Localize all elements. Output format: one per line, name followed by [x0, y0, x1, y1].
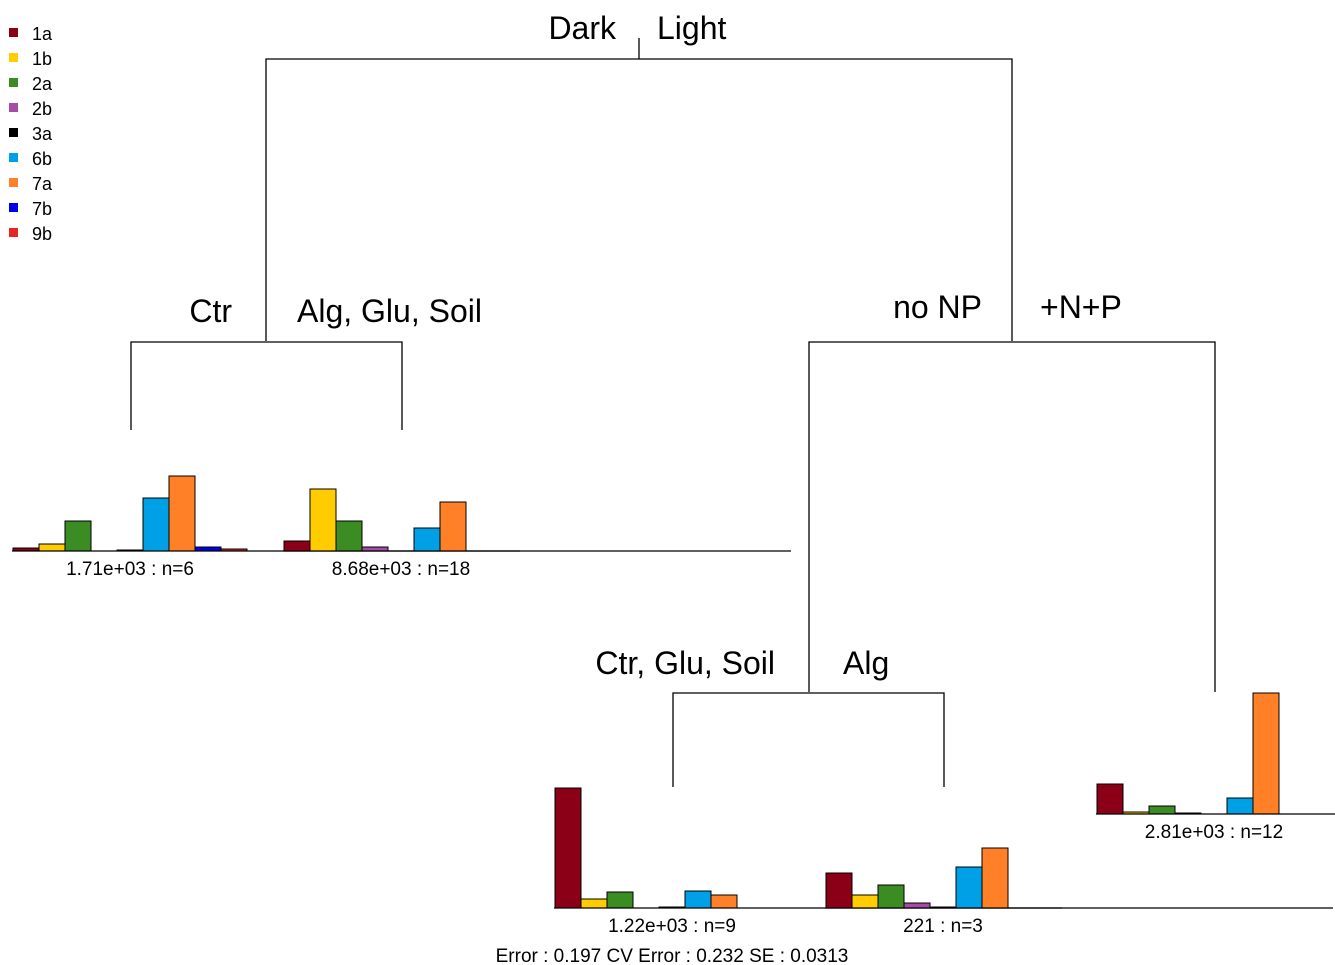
leaf-light-nonp-ctr-glu-soil-bar-1a [554, 787, 582, 909]
legend-swatch-3a [9, 128, 18, 137]
leaf-light-nonp-ctr-glu-soil-label: 1.22e+03 : n=9 [608, 916, 736, 937]
leaf-light-nonp-ctr-glu-soil-bar-2a [606, 891, 634, 909]
legend-swatch-7b [9, 203, 18, 212]
leaf-light-nonp-alg: 221 : n=3 [825, 847, 1333, 937]
legend-label-6b: 6b [32, 149, 52, 169]
split-label-alg-glu-soil: Alg, Glu, Soil [297, 293, 482, 329]
legend-label-7a: 7a [32, 174, 53, 194]
leaf-dark-alg-glu-soil-bar-2a [335, 520, 363, 552]
leaf-light-nonp-ctr-glu-soil: 1.22e+03 : n=9 [554, 787, 1062, 937]
legend-label-3a: 3a [32, 124, 53, 144]
leaf-light-np-bar-6b [1226, 797, 1254, 815]
leaf-dark-ctr-label: 1.71e+03 : n=6 [66, 559, 194, 580]
tree-branches [130, 38, 1216, 787]
leaf-dark-alg-glu-soil-bar-1b [309, 488, 337, 552]
legend-label-7b: 7b [32, 199, 52, 219]
split-label-ctr: Ctr [189, 293, 232, 329]
legend-swatch-1b [9, 53, 18, 62]
legend-label-1b: 1b [32, 49, 52, 69]
leaf-charts: 1.71e+03 : n=6 8.68e+03 : n=18 1.22e+03 : … [12, 475, 1335, 937]
leaf-dark-alg-glu-soil-bar-6b [413, 527, 441, 552]
leaf-light-nonp-alg-bar-1a [825, 872, 853, 909]
leaf-light-np: 2.81e+03 : n=12 [1096, 692, 1335, 843]
leaf-light-np-label: 2.81e+03 : n=12 [1145, 822, 1283, 843]
leaf-light-np-bar-1a [1096, 783, 1124, 815]
leaf-light-nonp-alg-bar-2a [877, 884, 905, 909]
leaf-dark-alg-glu-soil: 8.68e+03 : n=18 [283, 488, 791, 580]
legend-swatch-2b [9, 103, 18, 112]
leaf-light-nonp-alg-bar-1b [851, 894, 879, 909]
leaf-light-nonp-alg-bar-7a [981, 847, 1009, 909]
legend-swatch-7a [9, 178, 18, 187]
leaf-light-nonp-ctr-glu-soil-bar-6b [684, 890, 712, 909]
dark-split-branch [130, 341, 403, 430]
leaf-light-nonp-ctr-glu-soil-bar-7a [710, 894, 738, 909]
leaf-dark-alg-glu-soil-bar-7a [439, 501, 467, 552]
error-summary: Error : 0.197 CV Error : 0.232 SE : 0.03… [496, 946, 849, 965]
split-label-alg: Alg [843, 645, 889, 681]
legend: 1a 1b 2a 2b 3a 6b 7a 7b 9b [9, 24, 53, 244]
leaf-dark-alg-glu-soil-label: 8.68e+03 : n=18 [332, 559, 470, 580]
leaf-dark-ctr-bar-7a [168, 475, 196, 552]
leaf-light-nonp-ctr-glu-soil-bar-1b [580, 898, 608, 909]
root-split-branch [265, 58, 1013, 341]
legend-swatch-9b [9, 228, 18, 237]
legend-label-2a: 2a [32, 74, 53, 94]
split-label-no-np: no NP [893, 289, 982, 325]
light-split-branch [808, 341, 1216, 692]
legend-swatch-6b [9, 153, 18, 162]
legend-swatch-2a [9, 78, 18, 87]
split-label-dark: Dark [548, 10, 617, 46]
split-label-light: Light [657, 10, 727, 46]
legend-label-2b: 2b [32, 99, 52, 119]
split-label-np: +N+P [1040, 289, 1122, 325]
leaf-dark-alg-glu-soil-bar-1a [283, 540, 311, 552]
leaf-light-np-bar-7a [1252, 692, 1280, 815]
leaf-light-nonp-alg-bar-2b [903, 902, 931, 909]
leaf-light-np-bar-2a [1148, 805, 1176, 815]
split-label-ctr-glu-soil: Ctr, Glu, Soil [595, 645, 775, 681]
legend-label-1a: 1a [32, 24, 53, 44]
leaf-light-nonp-alg-bar-6b [955, 866, 983, 909]
leaf-dark-ctr-bar-6b [142, 497, 170, 552]
leaf-dark-ctr: 1.71e+03 : n=6 [12, 475, 520, 580]
leaf-light-nonp-alg-label: 221 : n=3 [903, 916, 983, 937]
nonp-split-branch [672, 692, 945, 787]
legend-label-9b: 9b [32, 224, 52, 244]
split-labels: Dark Light Ctr Alg, Glu, Soil no NP +N+P… [189, 10, 1121, 681]
leaf-dark-ctr-bar-2a [64, 520, 92, 552]
legend-swatch-1a [9, 28, 18, 37]
leaf-dark-ctr-bar-1b [38, 543, 66, 552]
